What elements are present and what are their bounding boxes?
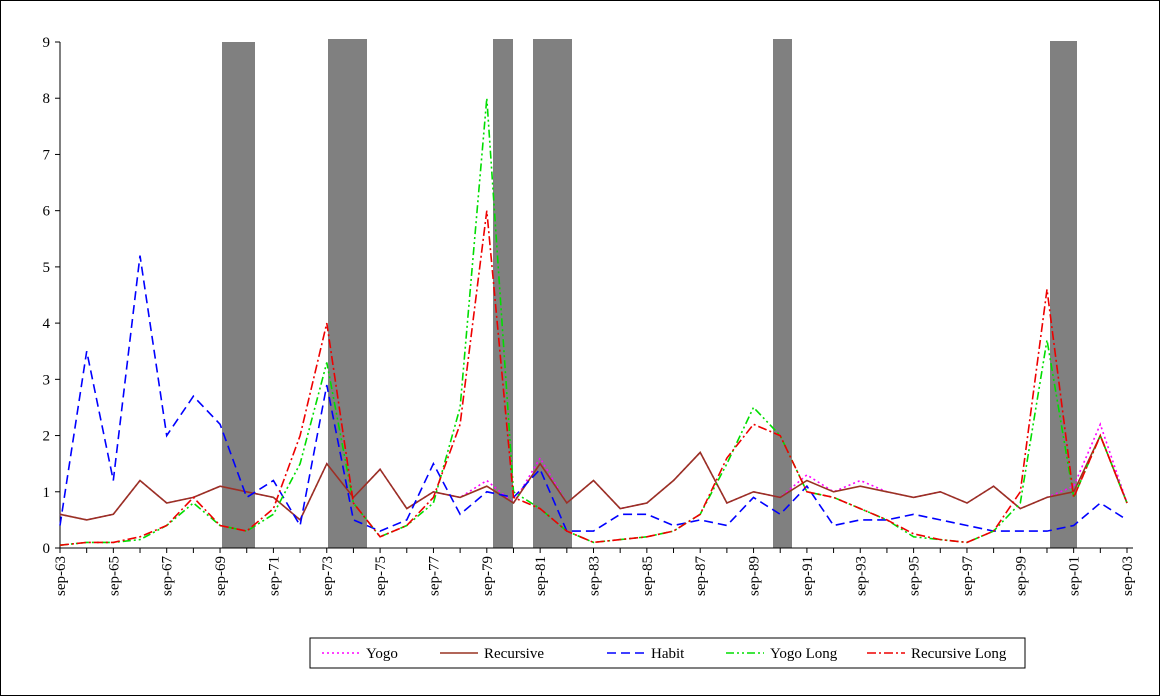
x-tick-label: sep-85 <box>640 556 656 596</box>
series-line <box>59 98 1128 546</box>
x-tick-label: sep-63 <box>53 556 69 596</box>
x-tick-label: sep-67 <box>160 556 176 596</box>
y-tick-label: 4 <box>43 316 51 332</box>
x-tick-label: sep-73 <box>320 556 336 596</box>
y-tick-label: 5 <box>43 260 51 276</box>
y-tick-label: 1 <box>43 485 51 501</box>
y-tick-label: 3 <box>43 372 51 388</box>
x-tick-label: sep-95 <box>907 556 923 596</box>
legend-label: Yogo <box>366 646 398 662</box>
recession-band <box>493 39 513 548</box>
legend-label: Habit <box>651 646 685 662</box>
series-line <box>59 433 1128 522</box>
legend-label: Recursive Long <box>911 646 1007 662</box>
recession-band <box>222 42 255 548</box>
x-tick-label: sep-91 <box>800 556 816 596</box>
series-line <box>59 255 1128 532</box>
x-tick-label: sep-03 <box>1120 556 1136 596</box>
y-tick-label: 2 <box>43 429 51 445</box>
y-tick-label: 9 <box>43 35 51 51</box>
x-tick-label: sep-83 <box>587 556 603 596</box>
y-tick-label: 0 <box>43 541 51 557</box>
x-tick-label: sep-89 <box>747 556 763 596</box>
recession-band <box>1050 41 1077 548</box>
x-tick-label: sep-93 <box>853 556 869 596</box>
y-tick-label: 7 <box>43 147 51 163</box>
y-tick-label: 6 <box>43 204 51 220</box>
x-tick-label: sep-69 <box>213 556 229 596</box>
x-tick-label: sep-65 <box>106 556 122 596</box>
x-tick-label: sep-75 <box>373 556 389 596</box>
series-line <box>59 210 1128 546</box>
x-tick-label: sep-71 <box>266 556 282 596</box>
recession-band <box>773 39 792 548</box>
x-tick-label: sep-79 <box>480 556 496 596</box>
x-tick-label: sep-99 <box>1013 556 1029 596</box>
legend-box <box>309 637 1026 669</box>
x-tick-label: sep-97 <box>960 556 976 596</box>
x-tick-label: sep-81 <box>533 556 549 596</box>
legend-label: Yogo Long <box>770 646 838 662</box>
x-tick-label: sep-87 <box>693 556 709 596</box>
y-tick-label: 8 <box>43 91 51 107</box>
legend-label: Recursive <box>484 646 544 662</box>
x-tick-label: sep-01 <box>1067 556 1083 596</box>
x-tick-label: sep-77 <box>426 556 442 596</box>
